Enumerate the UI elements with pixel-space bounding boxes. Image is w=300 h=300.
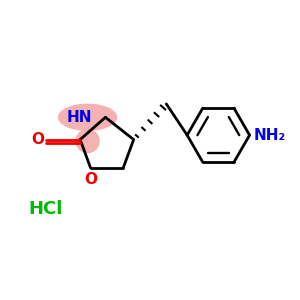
Text: HN: HN <box>67 110 92 125</box>
Text: O: O <box>84 172 97 187</box>
Text: O: O <box>31 132 44 147</box>
Text: HCl: HCl <box>29 200 63 218</box>
Ellipse shape <box>75 129 100 153</box>
Ellipse shape <box>58 103 117 131</box>
Text: NH₂: NH₂ <box>254 128 286 142</box>
